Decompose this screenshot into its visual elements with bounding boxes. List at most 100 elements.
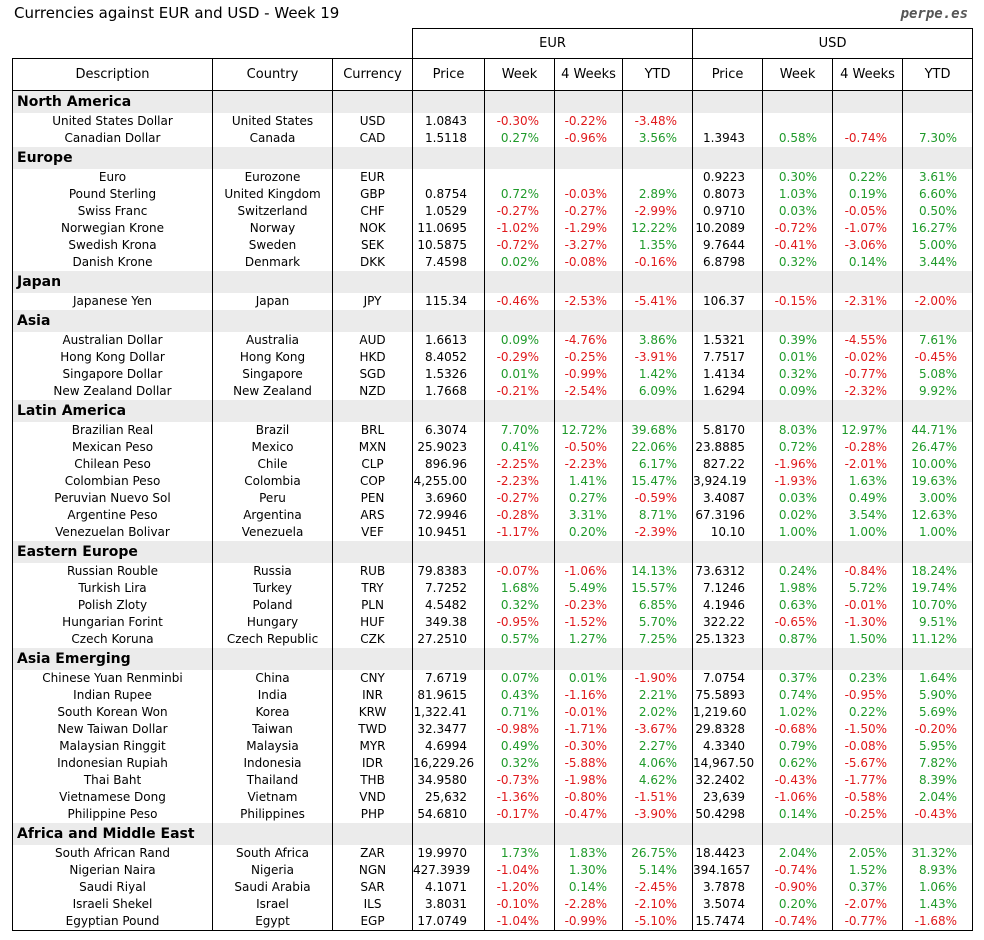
cell: -3.90% [622, 806, 694, 823]
cell: 0.32% [484, 597, 556, 614]
cell: 0.49% [832, 490, 904, 507]
cell: 3.00% [902, 490, 974, 507]
empty-cell [484, 169, 556, 186]
cell: -0.74% [762, 913, 834, 931]
cell: -5.10% [622, 913, 694, 931]
cell: 14,967.50 [692, 755, 764, 772]
section-cell [762, 400, 834, 422]
cell: Turkish Lira [12, 580, 213, 597]
cell: Russia [212, 563, 333, 580]
cell: 3.56% [622, 130, 694, 147]
cell: -5.67% [832, 755, 904, 772]
cell: 15.47% [622, 473, 694, 490]
cell: -1.36% [484, 789, 556, 806]
cell: Chilean Peso [12, 456, 213, 473]
cell: -2.10% [622, 896, 694, 913]
cell: 23.8885 [692, 439, 764, 456]
column-header: Price [412, 58, 486, 91]
cell: 5.08% [902, 366, 974, 383]
cell: 394.1657 [692, 862, 764, 879]
cell: 1.41% [554, 473, 624, 490]
cell: 0.27% [554, 490, 624, 507]
cell: 0.01% [762, 349, 834, 366]
currency-row: New Zealand Dollar New Zealand NZD 1.7668 -0… [12, 383, 974, 400]
section-cell [331, 648, 414, 670]
currency-row: Russian Rouble Russia RUB 79.8383 -0.07% -1.0… [12, 563, 974, 580]
cell: 8.93% [902, 862, 974, 879]
cell: -0.47% [554, 806, 624, 823]
section-cell [902, 271, 974, 293]
cell: 1.03% [762, 186, 834, 203]
cell: Saudi Riyal [12, 879, 213, 896]
section-cell [832, 147, 904, 169]
currency-row: Nigerian Naira Nigeria NGN 427.3939 -1.04% 1.… [12, 862, 974, 879]
section-cell [484, 541, 556, 563]
cell: South Africa [212, 845, 333, 862]
currency-row: Malaysian Ringgit Malaysia MYR 4.6994 0.49% -… [12, 738, 974, 755]
cell: -0.43% [762, 772, 834, 789]
cell: -0.15% [762, 293, 834, 310]
cell: 10.00% [902, 456, 974, 473]
cell: -0.98% [484, 721, 556, 738]
cell: 1.06% [902, 879, 974, 896]
currency-row: Hungarian Forint Hungary HUF 349.38 -0.95% -1… [12, 614, 974, 631]
cell: 0.9710 [692, 203, 764, 220]
cell: 0.74% [762, 687, 834, 704]
cell: -0.25% [832, 806, 904, 823]
cell: New Zealand Dollar [12, 383, 213, 400]
section-cell [692, 90, 764, 113]
cell: 4.6994 [412, 738, 486, 755]
cell: NOK [331, 220, 414, 237]
cell: ARS [331, 507, 414, 524]
cell: -0.72% [762, 220, 834, 237]
cell: -2.32% [832, 383, 904, 400]
section-cell [622, 90, 694, 113]
cell: 1.83% [554, 845, 624, 862]
cell: 54.6810 [412, 806, 486, 823]
cell: GBP [331, 186, 414, 203]
cell: Switzerland [212, 203, 333, 220]
cell: Philippine Peso [12, 806, 213, 823]
cell: 7.82% [902, 755, 974, 772]
cell: -5.88% [554, 755, 624, 772]
cell: 0.72% [484, 186, 556, 203]
cell: 0.09% [762, 383, 834, 400]
section-cell [212, 147, 333, 169]
cell: 12.63% [902, 507, 974, 524]
cell: -0.72% [484, 237, 556, 254]
cell: -1.98% [554, 772, 624, 789]
cell: TWD [331, 721, 414, 738]
cell: 1.02% [762, 704, 834, 721]
cell: 3.86% [622, 332, 694, 349]
cell: 1.35% [622, 237, 694, 254]
cell: THB [331, 772, 414, 789]
cell: Indian Rupee [12, 687, 213, 704]
currency-row: Canadian Dollar Canada CAD 1.5118 0.27% -0.96… [12, 130, 974, 147]
cell: 0.01% [554, 670, 624, 687]
cell: -2.45% [622, 879, 694, 896]
cell: -0.45% [902, 349, 974, 366]
section-cell [412, 541, 486, 563]
cell: USD [331, 113, 414, 130]
section-name: Asia [12, 310, 213, 332]
cell: 22.06% [622, 439, 694, 456]
cell: 39.68% [622, 422, 694, 439]
cell: 6.8798 [692, 254, 764, 271]
currency-row: United States Dollar United States USD 1.08… [12, 113, 974, 130]
cell: 0.41% [484, 439, 556, 456]
cell: -1.02% [484, 220, 556, 237]
cell: -1.90% [622, 670, 694, 687]
cell: -1.51% [622, 789, 694, 806]
cell: 10.10 [692, 524, 764, 541]
empty-cell [692, 113, 764, 130]
cell: 1.68% [484, 580, 556, 597]
cell: -0.27% [484, 490, 556, 507]
cell: 5.95% [902, 738, 974, 755]
cell: -0.03% [554, 186, 624, 203]
section-cell [412, 823, 486, 845]
section-name: Asia Emerging [12, 648, 213, 670]
cell: -1.93% [762, 473, 834, 490]
cell: Sweden [212, 237, 333, 254]
cell: 0.22% [832, 704, 904, 721]
cell: 0.14% [832, 254, 904, 271]
